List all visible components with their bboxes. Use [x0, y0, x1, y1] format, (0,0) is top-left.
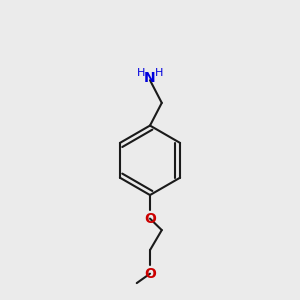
Text: H: H — [154, 68, 163, 78]
Text: O: O — [144, 212, 156, 226]
Text: O: O — [144, 267, 156, 281]
Text: N: N — [144, 71, 156, 85]
Text: H: H — [137, 68, 146, 78]
